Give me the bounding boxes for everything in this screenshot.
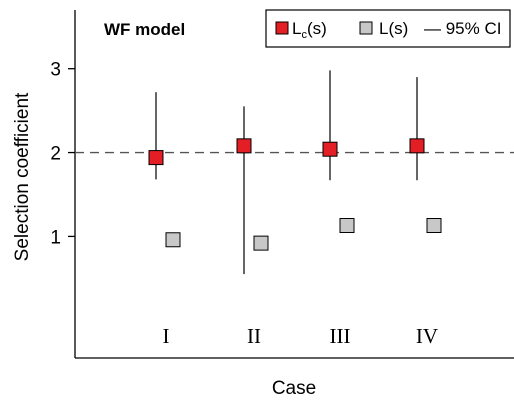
legend-box xyxy=(265,9,511,48)
legend: Lc(s) L(s) — 95% CI xyxy=(265,9,511,48)
y-tick-label: 1 xyxy=(50,227,61,248)
y-tick-label: 3 xyxy=(50,60,61,81)
lc-point xyxy=(236,138,252,154)
chart-title: WF model xyxy=(104,20,185,39)
legend-lc-suffix: (s) xyxy=(307,19,327,38)
l-point xyxy=(339,218,355,234)
x-category-label: III xyxy=(330,324,351,348)
legend-lc-label: Lc(s) xyxy=(292,19,327,41)
legend-lc-marker xyxy=(275,21,289,35)
l-point xyxy=(253,235,269,251)
y-axis-label: Selection coefficient xyxy=(12,92,33,261)
legend-lc-main: L xyxy=(292,19,301,38)
legend-l-marker xyxy=(359,21,373,35)
y-ticks: 1 2 3 xyxy=(50,60,75,248)
data-marks xyxy=(148,70,442,275)
x-category-label: IV xyxy=(416,324,438,348)
x-category-label: I xyxy=(163,324,170,348)
legend-ci-label: — 95% CI xyxy=(424,19,501,38)
axes xyxy=(74,10,514,359)
x-axis-label: Case xyxy=(272,378,316,399)
legend-l-label: L(s) xyxy=(379,19,408,38)
y-tick-label: 2 xyxy=(50,144,61,165)
lc-point xyxy=(409,138,425,154)
x-category-label: II xyxy=(247,324,261,348)
lc-point xyxy=(148,150,164,166)
l-point xyxy=(165,232,181,248)
x-category-labels: I II III IV xyxy=(163,324,439,348)
l-point xyxy=(426,218,442,234)
legend-lc-subscript: c xyxy=(301,29,307,41)
lc-point xyxy=(322,141,338,157)
